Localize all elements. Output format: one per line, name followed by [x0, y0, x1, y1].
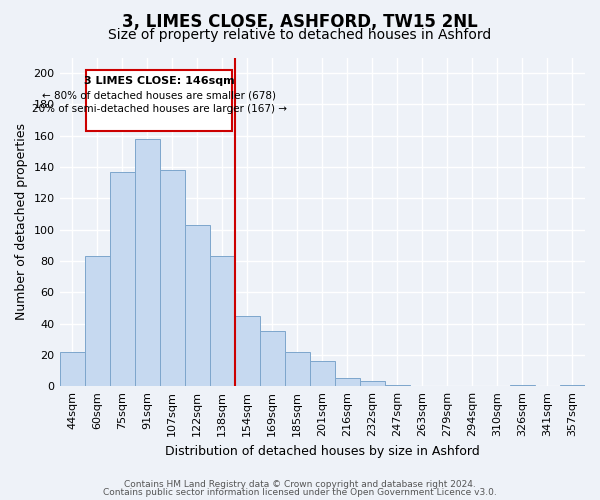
Text: ← 80% of detached houses are smaller (678): ← 80% of detached houses are smaller (67… — [42, 90, 276, 101]
Text: Contains HM Land Registry data © Crown copyright and database right 2024.: Contains HM Land Registry data © Crown c… — [124, 480, 476, 489]
Bar — [310, 361, 335, 386]
Bar — [560, 384, 585, 386]
Bar — [335, 378, 360, 386]
Text: 20% of semi-detached houses are larger (167) →: 20% of semi-detached houses are larger (… — [32, 104, 287, 115]
Text: Size of property relative to detached houses in Ashford: Size of property relative to detached ho… — [109, 28, 491, 42]
Bar — [110, 172, 134, 386]
Bar — [285, 352, 310, 386]
Bar — [260, 332, 285, 386]
Bar — [59, 352, 85, 386]
Bar — [360, 382, 385, 386]
Bar — [185, 225, 209, 386]
Bar — [209, 256, 235, 386]
Bar — [385, 384, 410, 386]
Text: 3, LIMES CLOSE, ASHFORD, TW15 2NL: 3, LIMES CLOSE, ASHFORD, TW15 2NL — [122, 12, 478, 30]
Bar — [134, 139, 160, 386]
Text: 3 LIMES CLOSE: 146sqm: 3 LIMES CLOSE: 146sqm — [83, 76, 235, 86]
X-axis label: Distribution of detached houses by size in Ashford: Distribution of detached houses by size … — [165, 444, 479, 458]
Bar — [510, 384, 535, 386]
Bar — [235, 316, 260, 386]
Bar — [86, 70, 232, 131]
Bar — [160, 170, 185, 386]
Y-axis label: Number of detached properties: Number of detached properties — [15, 124, 28, 320]
Text: Contains public sector information licensed under the Open Government Licence v3: Contains public sector information licen… — [103, 488, 497, 497]
Bar — [85, 256, 110, 386]
